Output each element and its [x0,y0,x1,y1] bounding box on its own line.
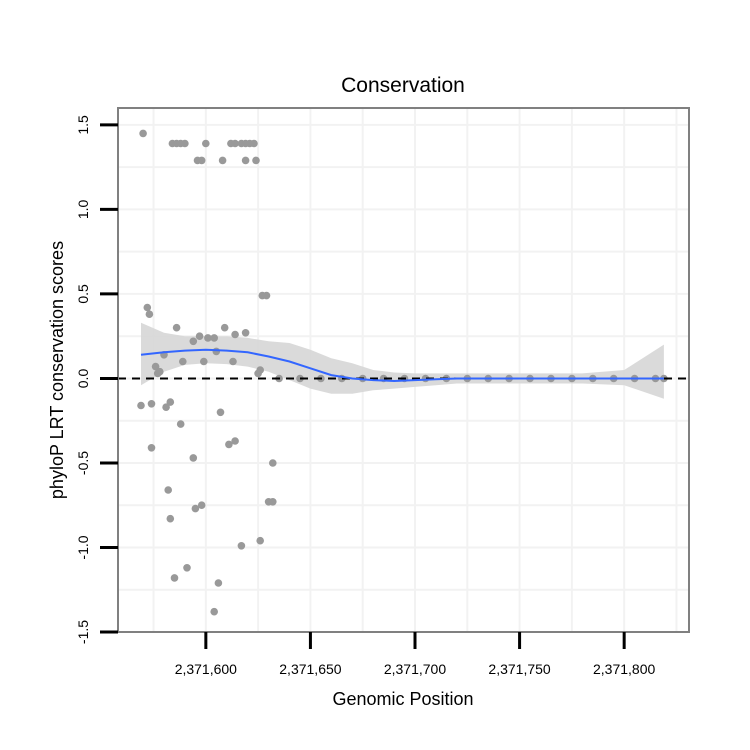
x-tick-label: 2,371,700 [384,661,446,677]
data-point [210,607,218,616]
data-point [262,291,271,300]
data-point [176,420,185,428]
data-point [229,357,237,366]
data-point [147,400,156,408]
data-point [212,347,221,356]
data-point [218,156,227,165]
x-tick-label: 2,371,750 [488,661,550,677]
y-tick-label: 0.5 [75,284,91,304]
data-point [172,323,181,332]
plot-panel [118,108,689,632]
data-point [197,156,206,165]
x-axis: 2,371,600 2,371,650 2,371,700 2,371,750 2,37… [175,632,656,677]
data-point [225,440,233,449]
y-tick-label: 1.5 [75,115,91,135]
data-point [231,437,239,445]
panel-border [117,107,690,633]
data-point [220,323,229,332]
data-point [237,542,246,550]
data-point [269,459,277,467]
data-point [164,486,172,494]
data-point [139,129,147,138]
smooth-line-layer [140,348,664,383]
data-point [256,536,265,545]
data-point [231,139,239,148]
data-point [166,398,175,406]
y-tick-label: 1.0 [75,199,91,219]
data-point [241,329,250,337]
data-point [181,139,189,148]
data-point [214,579,223,587]
data-point [137,401,145,410]
y-axis: -1.5 -1.0 -0.5 0.0 0.5 1.0 1.5 [75,115,118,644]
data-point [166,514,175,523]
data-point [189,454,198,462]
data-point [189,337,198,346]
data-point [241,156,250,165]
data-point [143,303,152,312]
data-point [162,403,170,412]
data-point [269,498,277,506]
data-point [200,357,208,366]
data-point [216,408,225,417]
data-point [252,156,260,165]
data-point [202,139,210,148]
data-point [197,501,206,510]
data-point [231,330,239,339]
data-point [250,139,258,148]
data-point [179,357,187,366]
x-axis-title: Genomic Position [332,689,473,709]
y-tick-label: -1.5 [75,620,91,644]
smooth-line [140,348,664,383]
x-tick-label: 2,371,650 [279,661,341,677]
data-point [183,564,191,572]
y-tick-label: -1.0 [75,535,91,559]
data-point [210,334,218,342]
data-point [191,504,200,513]
x-tick-label: 2,371,800 [593,661,655,677]
data-point [151,362,160,371]
data-point [204,334,212,342]
data-point [153,369,162,378]
x-tick-label: 2,371,600 [175,661,237,677]
data-point [170,574,179,582]
data-point [147,444,156,452]
data-point [256,366,265,374]
y-tick-label: -0.5 [75,451,91,475]
data-point [145,310,154,319]
data-point [195,332,204,341]
y-tick-label: 0.0 [75,369,91,389]
y-axis-title: phyloP LRT conservation scores [47,241,67,499]
chart-title: Conservation [341,74,465,97]
